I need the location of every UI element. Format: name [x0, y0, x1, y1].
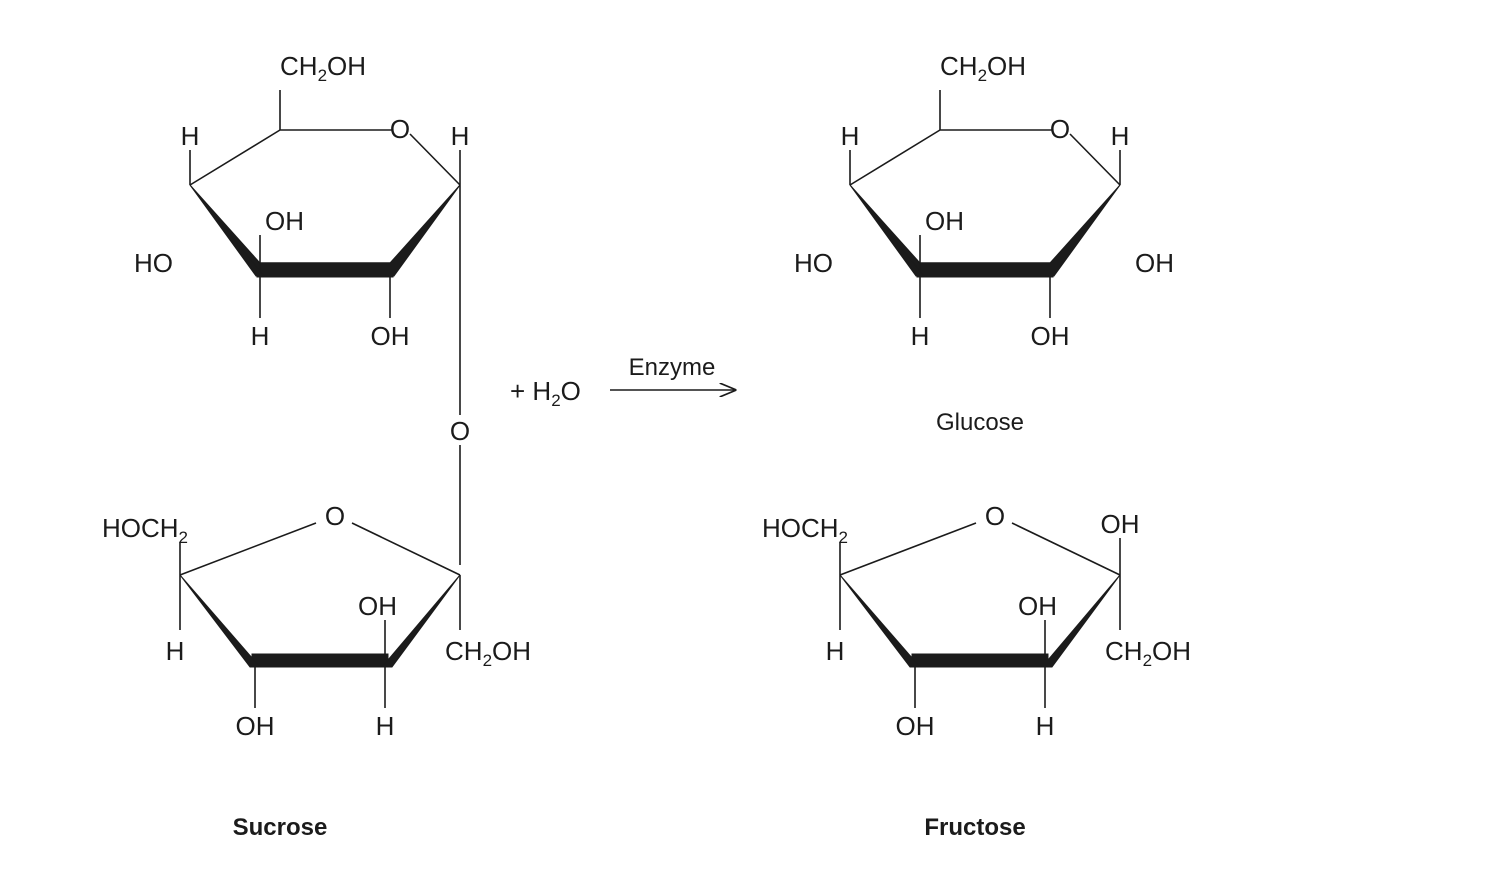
c2-oh-label: OH: [1101, 509, 1140, 539]
fructose-structure: OH: [762, 501, 1191, 741]
c1-oh-label: OH: [1135, 248, 1174, 278]
glucose-structure: OH: [794, 51, 1174, 351]
glycosidic-o-label: O: [450, 416, 470, 446]
glucose-name: Glucose: [936, 409, 1024, 436]
plus-h2o: + H2O: [510, 376, 581, 410]
sucrose-name: Sucrose: [233, 814, 328, 841]
enzyme-label: Enzyme: [629, 354, 716, 381]
sucrose-structure: O: [102, 51, 531, 741]
fructose-name: Fructose: [924, 814, 1025, 841]
reaction-diagram: O CH2OH H HO OH H OH H: [0, 0, 1500, 881]
